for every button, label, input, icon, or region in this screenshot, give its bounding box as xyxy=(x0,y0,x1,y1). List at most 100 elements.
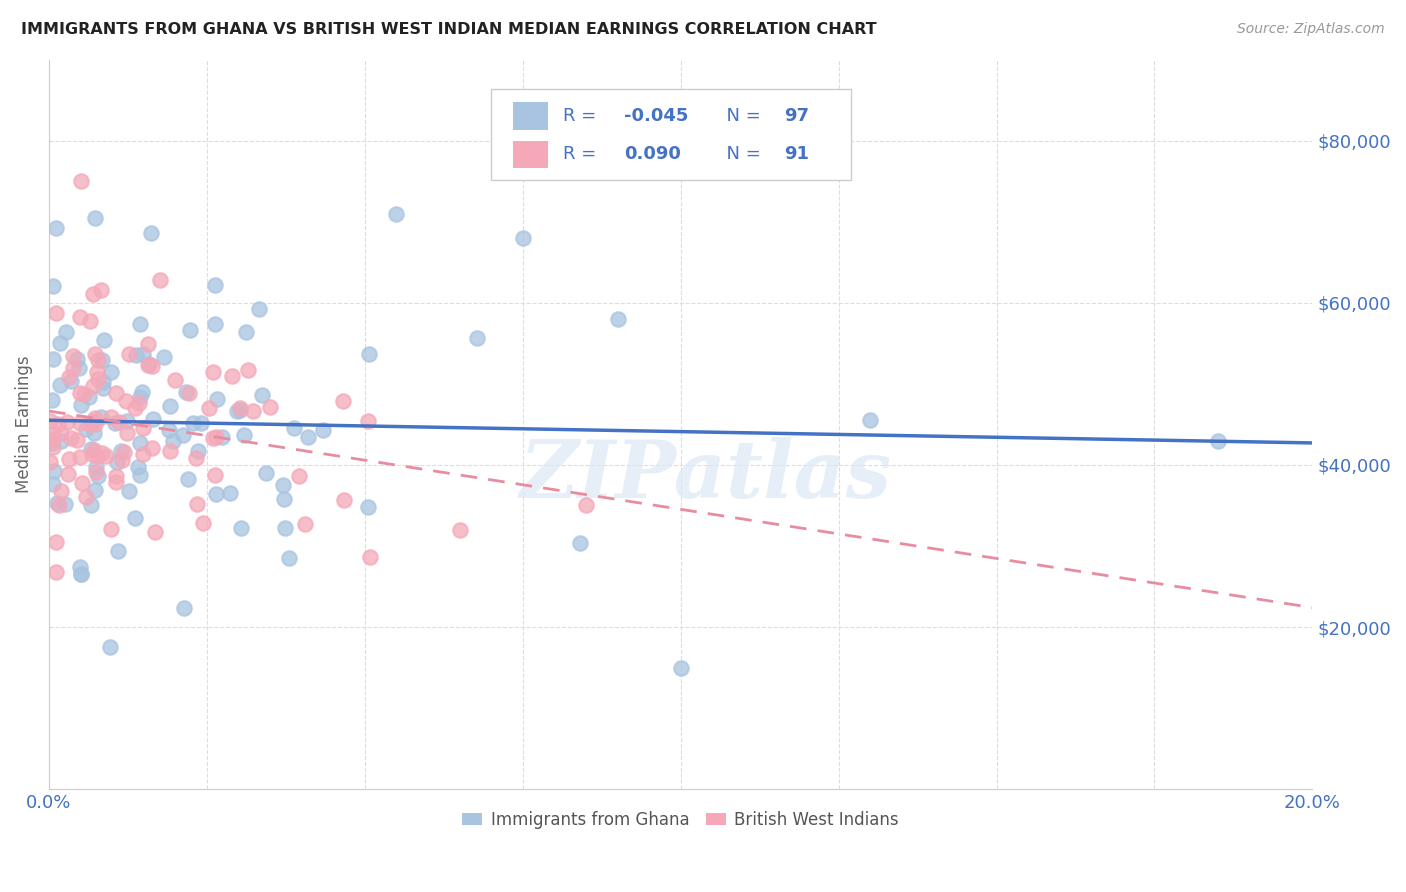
Point xyxy=(65,352,87,367)
Point xyxy=(242,403,264,417)
Point xyxy=(190,416,212,430)
Point xyxy=(90,410,112,425)
Point xyxy=(45,306,67,320)
Bar xyxy=(513,102,548,129)
Point xyxy=(274,520,297,534)
Text: -0.045: -0.045 xyxy=(624,107,688,125)
Point xyxy=(132,421,155,435)
Point xyxy=(259,400,281,414)
Point xyxy=(110,453,132,467)
Point xyxy=(104,386,127,401)
Point xyxy=(62,361,84,376)
Point xyxy=(359,550,381,565)
Text: N =: N = xyxy=(714,145,766,163)
Point xyxy=(100,365,122,379)
Point xyxy=(115,426,138,441)
Point xyxy=(229,401,252,416)
Point xyxy=(124,401,146,416)
Point xyxy=(87,468,110,483)
Point xyxy=(93,333,115,347)
Text: N =: N = xyxy=(714,107,766,125)
Point xyxy=(108,415,131,429)
Point xyxy=(49,377,72,392)
Point xyxy=(273,492,295,507)
Point xyxy=(66,433,89,447)
Point xyxy=(297,430,319,444)
Point xyxy=(141,359,163,374)
Point xyxy=(124,348,146,362)
Point xyxy=(247,301,270,316)
Point xyxy=(172,427,194,442)
Point xyxy=(177,386,200,401)
Point xyxy=(69,560,91,574)
Point xyxy=(449,523,471,537)
Point xyxy=(235,326,257,340)
Point xyxy=(42,440,65,454)
Point xyxy=(84,483,107,497)
Point xyxy=(86,365,108,379)
Point xyxy=(143,524,166,539)
Point xyxy=(357,347,380,361)
Point xyxy=(127,460,149,475)
Point xyxy=(69,450,91,464)
Point xyxy=(187,444,209,458)
Point xyxy=(186,497,208,511)
Point xyxy=(49,434,72,448)
Point xyxy=(91,376,114,390)
Point xyxy=(38,414,60,428)
Point xyxy=(45,221,67,235)
Point xyxy=(73,387,96,401)
Point xyxy=(67,361,90,376)
Point xyxy=(58,452,80,467)
Point xyxy=(105,455,128,469)
Point xyxy=(79,313,101,327)
Text: IMMIGRANTS FROM GHANA VS BRITISH WEST INDIAN MEDIAN EARNINGS CORRELATION CHART: IMMIGRANTS FROM GHANA VS BRITISH WEST IN… xyxy=(21,22,877,37)
Point xyxy=(41,393,63,408)
Point xyxy=(149,273,172,287)
Point xyxy=(75,490,97,504)
Point xyxy=(105,469,128,483)
Point xyxy=(41,436,63,450)
Point xyxy=(42,352,65,367)
Point xyxy=(128,436,150,450)
Text: 0.090: 0.090 xyxy=(624,145,681,163)
Point xyxy=(159,399,181,413)
Point xyxy=(82,447,104,461)
Point xyxy=(233,428,256,442)
Point xyxy=(60,374,83,388)
Point xyxy=(49,426,72,441)
Point xyxy=(69,416,91,430)
Point xyxy=(163,373,186,387)
Point xyxy=(202,365,225,379)
Point xyxy=(512,231,534,245)
Point xyxy=(87,353,110,368)
Point xyxy=(49,483,72,498)
Point xyxy=(207,392,229,406)
Point xyxy=(82,414,104,428)
Point xyxy=(191,516,214,530)
Point xyxy=(197,401,219,415)
Point xyxy=(94,450,117,464)
Point xyxy=(90,353,112,368)
Point xyxy=(294,516,316,531)
Point xyxy=(114,445,136,459)
Point xyxy=(91,381,114,395)
Text: 97: 97 xyxy=(785,107,810,125)
Point xyxy=(229,402,252,417)
Point xyxy=(77,390,100,404)
Point xyxy=(283,421,305,435)
Point xyxy=(385,206,408,220)
Point xyxy=(332,394,354,409)
Point xyxy=(278,550,301,565)
Text: R =: R = xyxy=(564,107,602,125)
Text: 91: 91 xyxy=(785,145,810,163)
Point xyxy=(221,369,243,384)
Point xyxy=(252,388,274,402)
Point xyxy=(83,442,105,457)
Text: Source: ZipAtlas.com: Source: ZipAtlas.com xyxy=(1237,22,1385,37)
Point xyxy=(606,312,628,326)
Point xyxy=(79,417,101,432)
Point xyxy=(59,431,82,445)
Point xyxy=(159,444,181,458)
Point xyxy=(669,660,692,674)
